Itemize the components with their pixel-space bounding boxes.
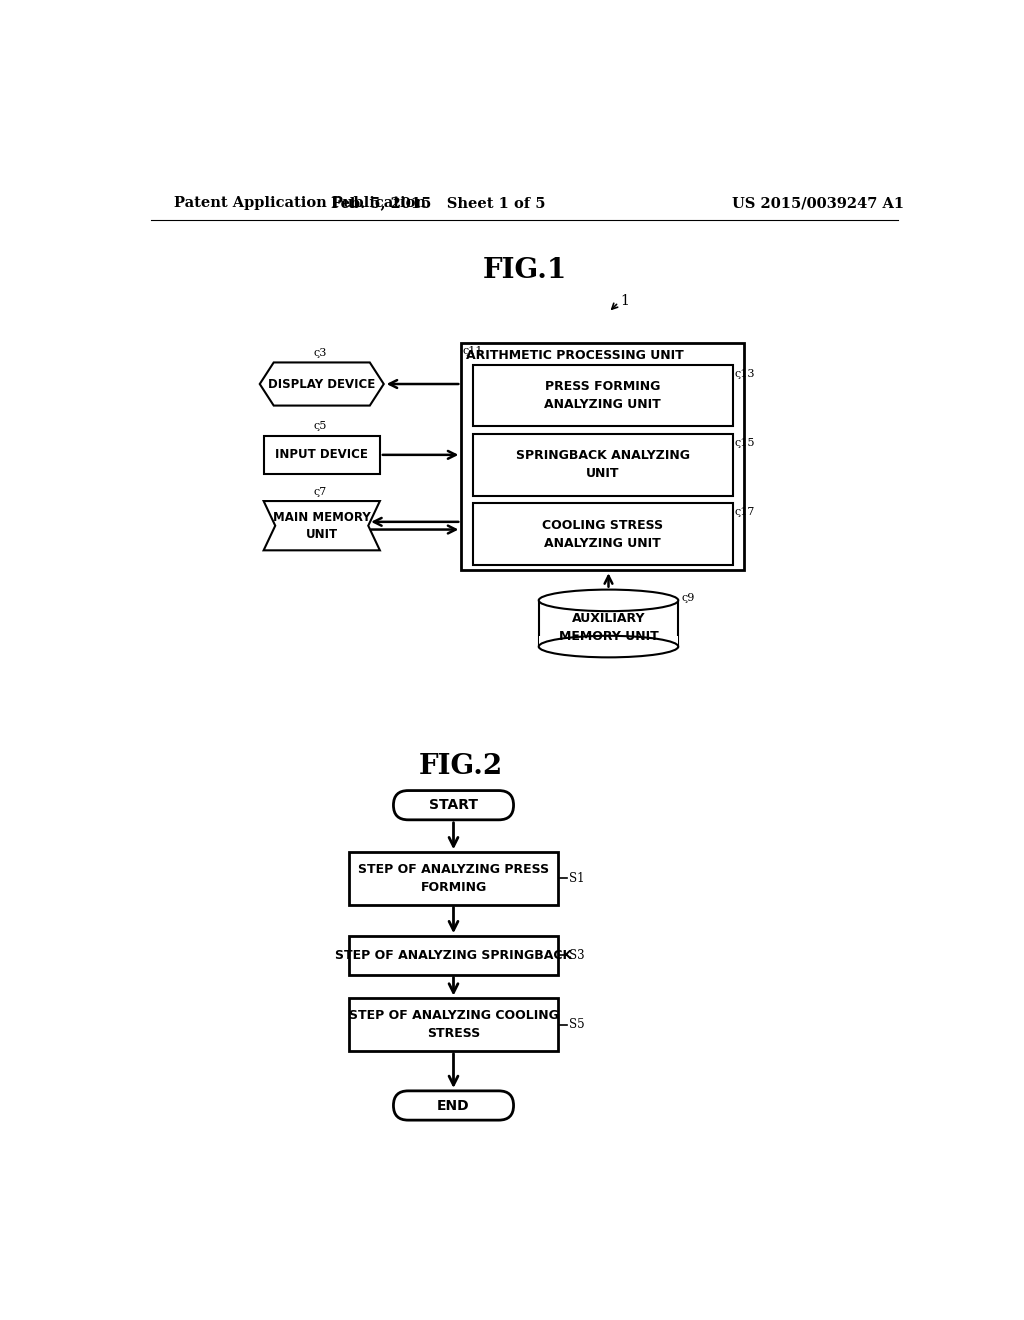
Bar: [539, 636, 678, 647]
Text: FIG.2: FIG.2: [419, 754, 504, 780]
Bar: [263, 436, 380, 474]
Text: STEP OF ANALYZING SPRINGBACK: STEP OF ANALYZING SPRINGBACK: [335, 949, 572, 962]
Bar: [539, 601, 678, 647]
Text: ARITHMETIC PROCESSING UNIT: ARITHMETIC PROCESSING UNIT: [466, 348, 684, 362]
Bar: [461, 343, 744, 570]
Text: DISPLAY DEVICE: DISPLAY DEVICE: [268, 378, 376, 391]
Text: Patent Application Publication: Patent Application Publication: [174, 197, 427, 210]
Text: START: START: [429, 799, 478, 812]
FancyBboxPatch shape: [393, 1090, 514, 1121]
Bar: [473, 364, 732, 426]
FancyBboxPatch shape: [393, 791, 514, 820]
Text: SPRINGBACK ANALYZING
UNIT: SPRINGBACK ANALYZING UNIT: [516, 449, 690, 480]
Polygon shape: [263, 502, 380, 550]
Text: US 2015/0039247 A1: US 2015/0039247 A1: [732, 197, 904, 210]
Text: COOLING STRESS
ANALYZING UNIT: COOLING STRESS ANALYZING UNIT: [542, 519, 664, 549]
Bar: [349, 936, 558, 974]
Bar: [473, 503, 732, 565]
Text: 1: 1: [621, 294, 629, 308]
Text: END: END: [437, 1098, 470, 1113]
Text: ς7: ς7: [314, 487, 328, 496]
Text: FIG.1: FIG.1: [482, 256, 567, 284]
Text: ς3: ς3: [314, 348, 328, 358]
Text: ς5: ς5: [314, 421, 328, 432]
Text: PRESS FORMING
ANALYZING UNIT: PRESS FORMING ANALYZING UNIT: [545, 380, 662, 411]
Text: ς13: ς13: [734, 368, 755, 379]
Text: STEP OF ANALYZING COOLING
STRESS: STEP OF ANALYZING COOLING STRESS: [348, 1010, 558, 1040]
Text: ς11: ς11: [463, 346, 483, 356]
Text: INPUT DEVICE: INPUT DEVICE: [275, 449, 369, 462]
Text: S3: S3: [569, 949, 585, 962]
Text: STEP OF ANALYZING PRESS
FORMING: STEP OF ANALYZING PRESS FORMING: [358, 863, 549, 894]
Polygon shape: [260, 363, 384, 405]
Text: Feb. 5, 2015   Sheet 1 of 5: Feb. 5, 2015 Sheet 1 of 5: [331, 197, 545, 210]
Ellipse shape: [539, 590, 678, 611]
Text: S5: S5: [569, 1018, 585, 1031]
Bar: [473, 434, 732, 496]
Text: AUXILIARY
MEMORY UNIT: AUXILIARY MEMORY UNIT: [559, 612, 658, 643]
Text: ς15: ς15: [734, 438, 755, 447]
Text: MAIN MEMORY
UNIT: MAIN MEMORY UNIT: [272, 511, 371, 541]
Text: S1: S1: [569, 871, 585, 884]
Bar: [349, 998, 558, 1051]
Text: ς17: ς17: [734, 507, 755, 517]
Bar: [349, 853, 558, 904]
Text: ς9: ς9: [681, 593, 694, 603]
